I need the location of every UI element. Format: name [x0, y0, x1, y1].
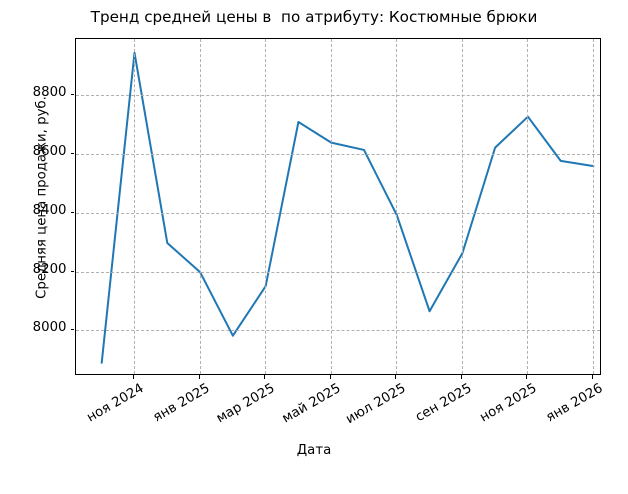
x-tick-mark: [198, 375, 200, 379]
line-series: [100, 51, 594, 364]
plot-area: [74, 38, 601, 375]
y-tick-mark: [70, 211, 75, 213]
y-tick-mark: [70, 329, 75, 331]
y-tick-label: 8800: [32, 84, 67, 100]
x-tick-mark: [592, 375, 593, 379]
y-tick-label: 8600: [32, 143, 67, 159]
y-axis-label: Средняя цена продажи, руб.: [34, 96, 50, 299]
x-tick-mark: [526, 375, 528, 379]
y-tick-label: 8000: [32, 320, 67, 336]
x-tick-mark: [395, 375, 397, 379]
y-tick-mark: [70, 270, 75, 272]
x-tick-mark: [133, 375, 134, 379]
x-axis-label: Дата: [296, 443, 332, 458]
x-tick-mark: [460, 375, 462, 379]
y-tick-label: 8200: [32, 261, 67, 277]
y-tick-label: 8400: [32, 202, 67, 218]
y-tick-mark: [70, 93, 75, 95]
x-tick-mark: [329, 375, 331, 379]
y-tick-mark: [70, 152, 75, 154]
chart-figure: Тренд средней цены в по атрибуту: Костюм…: [32, 8, 606, 458]
chart-title: Тренд средней цены в по атрибуту: Костюм…: [90, 8, 538, 26]
x-tick-mark: [264, 375, 266, 379]
